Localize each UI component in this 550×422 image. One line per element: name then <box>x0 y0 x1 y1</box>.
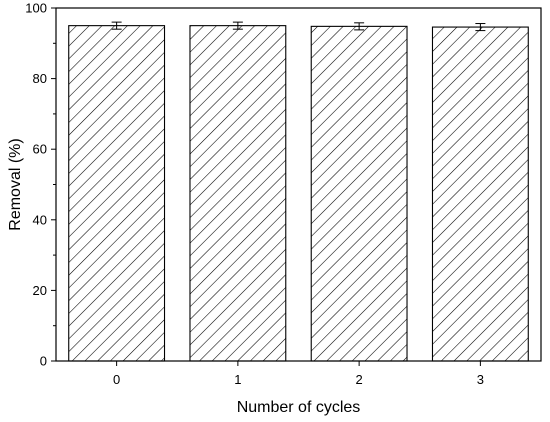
y-axis-title: Removal (%) <box>7 138 24 230</box>
x-tick-label-3: 3 <box>477 372 484 387</box>
bar-0 <box>68 25 166 362</box>
x-tick-label-1: 1 <box>234 372 241 387</box>
bars-group <box>68 25 529 362</box>
y-tick-label-100: 100 <box>25 1 47 16</box>
bar-2 <box>310 25 408 362</box>
y-tick-label-0: 0 <box>40 354 47 369</box>
y-tick-label-60: 60 <box>33 142 47 157</box>
y-axis: 0 20 40 60 80 100 <box>25 1 56 369</box>
x-tick-label-0: 0 <box>113 372 120 387</box>
error-bar-3 <box>475 23 486 32</box>
error-bar-2 <box>354 22 365 31</box>
error-bar-1 <box>232 21 243 30</box>
error-bar-0 <box>111 21 122 30</box>
x-tick-label-2: 2 <box>356 372 363 387</box>
x-axis: 0 1 2 3 <box>113 361 484 387</box>
y-tick-label-40: 40 <box>33 212 47 227</box>
bar-3 <box>431 26 529 362</box>
y-tick-label-80: 80 <box>33 71 47 86</box>
bar-1 <box>189 25 287 362</box>
y-tick-label-20: 20 <box>33 283 47 298</box>
error-bars-group <box>111 21 486 32</box>
x-axis-title: Number of cycles <box>237 399 361 416</box>
